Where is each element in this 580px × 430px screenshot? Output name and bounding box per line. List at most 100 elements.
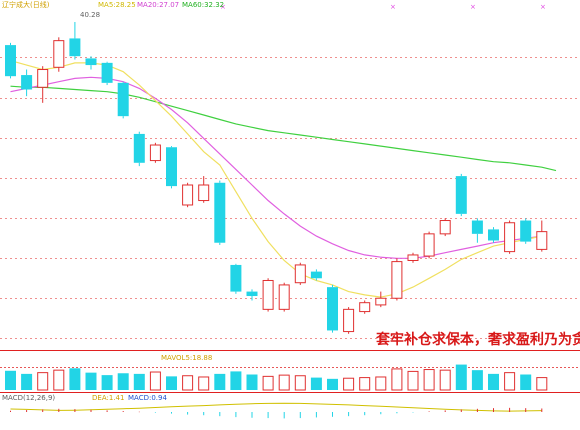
volume-bar xyxy=(101,375,113,390)
macd-bar xyxy=(364,412,366,416)
volume-bar xyxy=(278,374,290,391)
macd-bar xyxy=(396,412,398,414)
macd-bar xyxy=(26,410,28,412)
macd-bar xyxy=(509,407,511,412)
volume-bar xyxy=(343,377,355,391)
candles xyxy=(5,21,548,334)
top-marks: × × × × xyxy=(220,3,546,11)
volume-bar xyxy=(391,368,403,391)
macd-bar xyxy=(74,409,76,412)
volume-bar xyxy=(262,375,274,391)
macd-bar xyxy=(380,412,382,415)
candle xyxy=(53,37,65,72)
signal-mark: × xyxy=(540,3,546,11)
macd-params-label: MACD(12,26,9) xyxy=(2,394,55,402)
ma5-label: MA5:28.25 xyxy=(98,1,136,9)
signal-mark: × xyxy=(220,3,226,11)
candle xyxy=(439,218,451,237)
volume-bar xyxy=(359,377,371,391)
high-price-marker: 40.28 xyxy=(80,11,100,19)
candle xyxy=(182,182,194,208)
candle xyxy=(407,252,419,263)
candle xyxy=(262,278,274,312)
candle xyxy=(359,300,371,314)
candle xyxy=(310,269,322,281)
volume-bar xyxy=(149,371,161,391)
annotation-text: 套牢补仓求保本，奢求盈利乃为贪 xyxy=(376,331,580,348)
volume-bar xyxy=(439,369,451,391)
candle xyxy=(214,180,226,245)
volume-bar xyxy=(69,368,81,390)
candle xyxy=(166,146,177,189)
macd-bar xyxy=(58,408,60,412)
candle xyxy=(149,142,161,163)
macd-bar xyxy=(203,412,205,416)
macd-bar xyxy=(267,412,269,419)
dea-label: DEA:1.41 xyxy=(92,394,124,402)
ma60-line xyxy=(10,85,557,172)
candle xyxy=(391,258,403,301)
macd-bar xyxy=(460,409,462,412)
candle xyxy=(488,227,499,243)
macd-bar xyxy=(348,412,350,417)
candle xyxy=(343,307,355,334)
candle xyxy=(504,220,516,254)
candle xyxy=(69,21,81,60)
macd-bar xyxy=(235,412,237,418)
macd-bar xyxy=(428,411,430,412)
volume-bar xyxy=(182,375,194,391)
candle xyxy=(536,220,548,252)
macd-bar xyxy=(541,408,543,412)
volume-bar xyxy=(471,370,483,390)
candle xyxy=(85,56,97,70)
macd-bar xyxy=(10,410,11,412)
macd-bar xyxy=(154,412,156,413)
macd-bar xyxy=(106,410,108,412)
volume-bar xyxy=(423,369,435,391)
candle xyxy=(5,42,16,79)
volume-bar xyxy=(310,377,322,390)
ma20-line xyxy=(10,76,542,259)
candle xyxy=(471,218,483,243)
volume-bar xyxy=(488,373,499,390)
candle xyxy=(117,81,129,119)
macd-bar xyxy=(90,409,92,412)
volume-bar xyxy=(327,378,338,390)
macd-bar xyxy=(412,412,414,413)
candle xyxy=(455,173,467,217)
candle xyxy=(294,262,306,285)
candle xyxy=(230,263,242,294)
ma5-line xyxy=(10,60,542,298)
volume-bar xyxy=(536,377,548,391)
macd-bar xyxy=(444,410,446,412)
volume-bar xyxy=(230,371,242,390)
volume-ma-label: MAVOL5:18.88 xyxy=(161,354,212,362)
macd-bar xyxy=(42,409,44,412)
signal-mark: × xyxy=(390,3,396,11)
candle xyxy=(21,69,33,97)
macd-bar xyxy=(187,412,189,415)
ma60-label: MA60:32.32 xyxy=(182,1,224,9)
macd-bar xyxy=(138,411,140,413)
volume-bar xyxy=(375,376,387,391)
volume-bar xyxy=(117,373,129,390)
macd-bar xyxy=(525,408,527,412)
macd-bar xyxy=(299,412,301,419)
volume-bar xyxy=(37,372,49,391)
volume-bar xyxy=(455,364,467,390)
volume-bar xyxy=(214,373,226,390)
candle xyxy=(327,284,338,333)
signal-mark: × xyxy=(470,3,476,11)
ma20-label: MA20:27.07 xyxy=(137,1,179,9)
volume-bar xyxy=(407,370,419,391)
macd-bar xyxy=(171,412,172,414)
volume-bar xyxy=(133,373,145,390)
candle xyxy=(520,218,532,244)
candle xyxy=(278,282,290,312)
candle xyxy=(375,291,387,308)
stock-name-label: 辽宁成大(日线) xyxy=(2,0,50,9)
volume-bar xyxy=(21,373,33,390)
price-grid xyxy=(0,57,580,339)
macd-bar xyxy=(251,412,253,418)
